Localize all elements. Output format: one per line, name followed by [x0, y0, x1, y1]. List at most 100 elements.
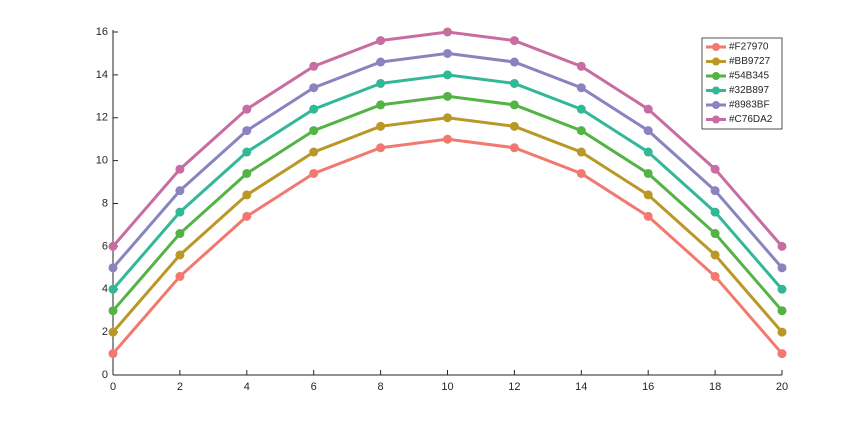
- point: [376, 57, 386, 67]
- x-tick-label: 6: [311, 381, 317, 393]
- point: [710, 229, 720, 239]
- point: [443, 27, 452, 37]
- point: [643, 147, 653, 157]
- point: [509, 57, 519, 67]
- point: [576, 83, 586, 93]
- point: [777, 241, 787, 251]
- point: [576, 104, 586, 114]
- x-tick-label: 8: [378, 381, 384, 393]
- point: [777, 306, 787, 316]
- point: [309, 147, 319, 157]
- point: [175, 164, 185, 174]
- point: [509, 78, 519, 88]
- legend-marker: [712, 72, 720, 80]
- point: [643, 126, 653, 136]
- legend-marker: [712, 86, 720, 95]
- y-tick-label: 14: [96, 69, 108, 81]
- x-tick-label: 10: [441, 381, 453, 393]
- point: [443, 48, 452, 58]
- y-tick-label: 10: [96, 155, 108, 167]
- point: [108, 349, 118, 359]
- point: [309, 168, 319, 178]
- y-tick-label: 0: [102, 369, 108, 381]
- series-line: [111, 116, 784, 334]
- point: [242, 211, 252, 221]
- point: [175, 271, 185, 281]
- point: [643, 168, 653, 178]
- point: [175, 229, 185, 239]
- point: [643, 104, 653, 114]
- series-line: [111, 94, 784, 312]
- point: [710, 207, 720, 217]
- point: [509, 100, 519, 110]
- y-tick-label: 16: [96, 26, 108, 38]
- legend-label: #54B345: [729, 71, 769, 82]
- point: [108, 284, 118, 294]
- point: [710, 250, 720, 260]
- legend-marker: [712, 57, 720, 66]
- legend-label: #C76DA2: [729, 114, 773, 125]
- point: [443, 91, 452, 101]
- point: [242, 147, 252, 157]
- point: [376, 36, 386, 46]
- x-tick-label: 12: [508, 381, 520, 393]
- point: [576, 147, 586, 157]
- point: [242, 190, 252, 200]
- point: [108, 263, 118, 273]
- legend: #F27970 #BB9727 #54B345 #32B897 #8983BF #C76D…: [701, 37, 783, 130]
- point: [242, 104, 252, 114]
- legend-label: #8983BF: [729, 100, 770, 111]
- point: [175, 207, 185, 217]
- point: [509, 121, 519, 131]
- point: [777, 263, 787, 273]
- point: [309, 104, 319, 114]
- point: [175, 250, 185, 260]
- point: [309, 83, 319, 93]
- legend-box: [701, 37, 783, 130]
- legend-label: #F27970: [729, 42, 769, 53]
- point: [576, 168, 586, 178]
- legend-marker: [712, 43, 720, 51]
- series-line: [111, 137, 784, 355]
- legend-marker: [712, 101, 720, 109]
- y-tick-label: 2: [102, 326, 108, 338]
- y-tick-label: 4: [102, 283, 108, 295]
- x-tick-label: 4: [244, 381, 250, 393]
- point: [777, 327, 787, 337]
- point: [108, 327, 118, 337]
- x-tick-label: 14: [575, 381, 587, 393]
- point: [175, 186, 185, 196]
- point: [443, 70, 452, 80]
- point: [376, 143, 386, 153]
- y-tick-label: 6: [102, 240, 108, 252]
- x-tick-label: 2: [177, 381, 183, 393]
- point: [710, 186, 720, 196]
- point: [643, 190, 653, 200]
- point: [509, 143, 519, 153]
- legend-marker: [712, 115, 720, 124]
- point: [443, 113, 452, 123]
- point: [710, 271, 720, 281]
- point: [777, 284, 787, 294]
- series-line: [111, 51, 784, 269]
- point: [309, 126, 319, 136]
- point: [108, 306, 118, 316]
- point: [242, 168, 252, 178]
- point: [376, 78, 386, 88]
- x-tick-label: 20: [776, 381, 788, 393]
- x-tick-label: 0: [110, 381, 116, 393]
- legend-label: #32B897: [729, 85, 769, 96]
- point: [710, 164, 720, 174]
- point: [242, 126, 252, 136]
- point: [576, 61, 586, 71]
- point: [443, 134, 452, 144]
- point: [777, 349, 787, 359]
- point: [376, 100, 386, 110]
- point: [576, 126, 586, 136]
- point: [309, 61, 319, 71]
- series-line: [111, 73, 784, 291]
- legend-label: #BB9727: [729, 56, 771, 67]
- point: [643, 211, 653, 221]
- x-tick-label: 18: [709, 381, 721, 393]
